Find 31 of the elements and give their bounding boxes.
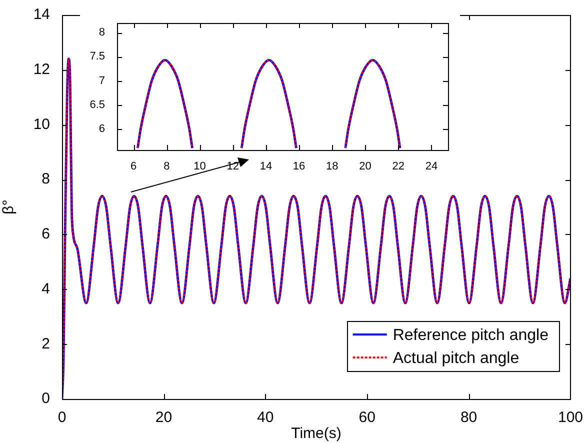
x-tick-label: 20	[359, 160, 372, 173]
legend-label: Reference pitch angle	[392, 326, 549, 344]
legend-label: Actual pitch angle	[392, 350, 520, 367]
x-tick-label: 18	[326, 160, 338, 173]
x-tick-label: 24	[425, 160, 438, 173]
x-tick-label: 6	[130, 160, 137, 173]
y-tick-label: 7	[98, 74, 105, 87]
x-tick-label: 8	[164, 160, 170, 173]
y-tick-label: 7.5	[90, 50, 105, 63]
y-tick-label: 2	[42, 335, 50, 352]
x-tick-label: 20	[155, 409, 172, 426]
y-tick-label: 12	[33, 61, 50, 78]
y-tick-label: 0	[42, 390, 50, 408]
y-tick-label: 6	[98, 122, 105, 135]
y-axis-title: β°	[0, 200, 18, 214]
x-tick-label: 22	[392, 160, 404, 173]
x-tick-label: 80	[460, 409, 478, 426]
x-tick-label: 14	[260, 160, 272, 173]
x-tick-label: 100	[558, 409, 583, 426]
y-tick-label: 14	[33, 6, 50, 24]
y-tick-label: 4	[42, 280, 50, 298]
x-tick-label: 16	[292, 160, 306, 173]
x-tick-label: 40	[257, 409, 274, 426]
y-tick-label: 10	[33, 116, 50, 133]
y-tick-label: 6	[42, 226, 50, 243]
y-tick-label: 6.5	[90, 98, 105, 111]
y-tick-label: 8	[98, 26, 105, 39]
x-tick-label: 60	[358, 409, 376, 426]
x-tick-label: 0	[58, 409, 66, 426]
x-tick-label: 10	[194, 160, 206, 173]
x-axis-title: Time(s)	[291, 425, 342, 442]
